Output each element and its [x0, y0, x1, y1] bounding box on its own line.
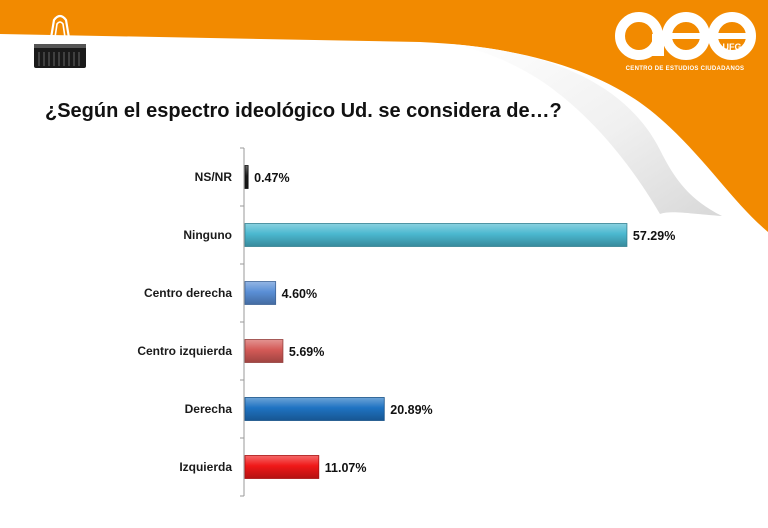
category-label: Centro izquierda: [137, 344, 232, 358]
logo: aee UFG: [615, 12, 756, 60]
bar: [244, 339, 284, 363]
bar: [244, 455, 320, 479]
bar: [244, 397, 385, 421]
category-label: Ninguno: [183, 228, 232, 242]
binder-clip-icon: [34, 14, 86, 68]
value-label: 11.07%: [325, 461, 367, 475]
orange-banner: [0, 0, 768, 232]
category-label: Derecha: [185, 402, 233, 416]
bar: [244, 281, 277, 305]
category-label: NS/NR: [195, 170, 233, 184]
bar: [244, 165, 249, 189]
logo-sub: UFG: [723, 42, 742, 52]
value-label: 5.69%: [289, 345, 324, 359]
value-label: 20.89%: [390, 403, 432, 417]
bar: [244, 223, 628, 247]
value-label: 4.60%: [282, 287, 317, 301]
logo-tagline: CENTRO DE ESTUDIOS CIUDADANOS: [625, 66, 745, 72]
value-label: 0.47%: [254, 171, 289, 185]
value-label: 57.29%: [633, 229, 675, 243]
category-label: Centro derecha: [144, 286, 232, 300]
chart-title: ¿Según el espectro ideológico Ud. se con…: [45, 100, 562, 122]
page-curl: [450, 44, 722, 216]
category-label: Izquierda: [179, 460, 232, 474]
